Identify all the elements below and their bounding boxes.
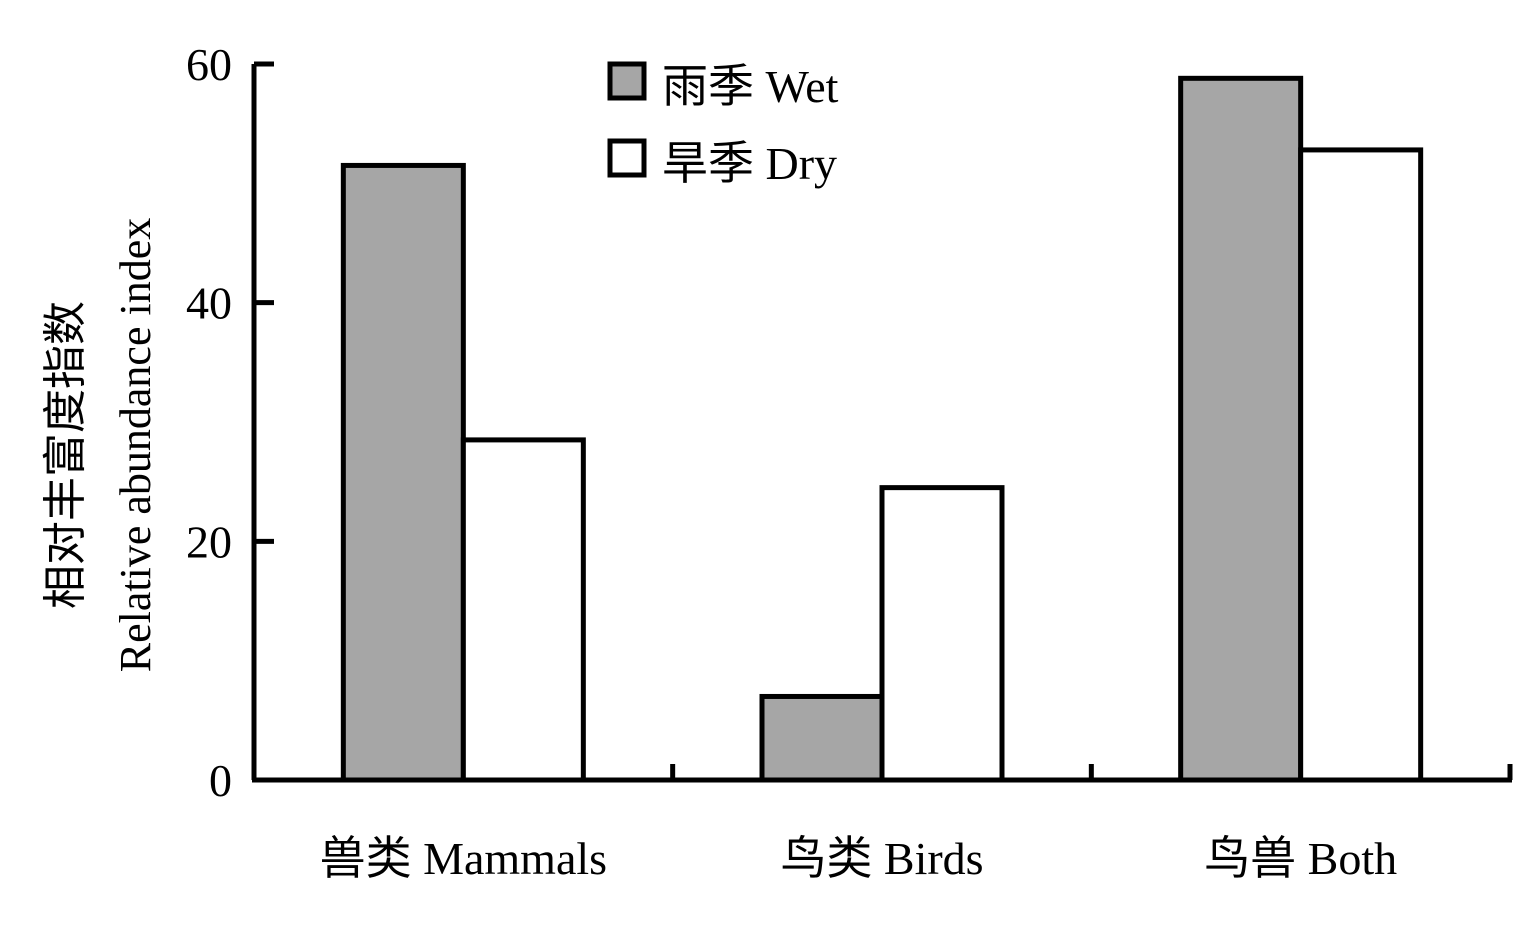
y-axis-ticks [254, 61, 274, 783]
bar-wet-2 [1178, 75, 1304, 783]
bar-wet-0 [340, 162, 466, 783]
bar-wet-1 [759, 693, 885, 783]
y-axis-label-english: Relative abundance index [111, 218, 160, 672]
bar-dry-1 [879, 485, 1005, 783]
bar-dry-2 [1298, 147, 1424, 783]
legend-swatch-1 [607, 138, 647, 178]
y-tick-label-0: 0 [209, 755, 232, 806]
y-tick-label-40: 40 [186, 278, 232, 329]
bars-group [340, 75, 1424, 783]
legend-label-1: 旱季 Dry [662, 138, 837, 189]
y-tick-label-20: 20 [186, 516, 232, 567]
y-tick-label-60: 60 [186, 39, 232, 90]
y-axis-label-chinese: 相对丰富度指数 [41, 301, 90, 609]
legend-swatch-0 [607, 61, 647, 101]
y-axis-tick-labels: 0 20 40 60 [186, 39, 232, 806]
legend-label-0: 雨季 Wet [662, 61, 839, 112]
legend: 雨季 Wet 旱季 Dry [607, 61, 839, 189]
x-axis-category-labels: 兽类 Mammals 鸟类 Birds 鸟兽 Both [320, 833, 1398, 884]
category-label-1: 鸟类 Birds [780, 833, 983, 884]
category-label-2: 鸟兽 Both [1204, 833, 1397, 884]
bar-dry-0 [460, 437, 586, 783]
category-label-0: 兽类 Mammals [320, 833, 607, 884]
x-axis-ticks [670, 764, 1513, 780]
